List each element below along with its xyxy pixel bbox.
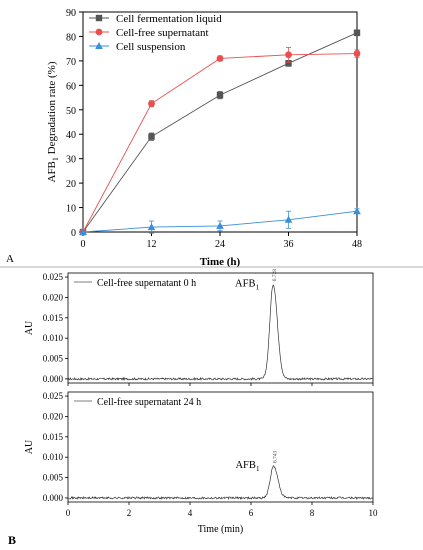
- degradation-chart: 0 10 20 30 40 50 60 70 80 90 0 12 24 36 48 Time (h) AFB1…: [46, 8, 362, 268]
- legend-label: Cell-free supernatant 0 h: [97, 278, 196, 289]
- plot-frame: [67, 391, 374, 503]
- data-point: [216, 55, 224, 62]
- panel-label-b: B: [8, 533, 16, 547]
- y-tick-label: 10: [66, 204, 76, 215]
- y-axis-label: AFB1 Degradation rate (%): [46, 61, 60, 182]
- y-tick-label: 0.020: [43, 292, 64, 302]
- data-point: [147, 223, 156, 231]
- x-axis-label: Time (min): [198, 524, 243, 535]
- x-tick-label: 8: [310, 508, 315, 518]
- y-tick-label: 0.015: [43, 432, 64, 442]
- x-tick-label: 4: [188, 508, 193, 518]
- x-tick-label: 2: [127, 508, 132, 518]
- x-tick-label: 0: [66, 508, 71, 518]
- y-tick-label: 70: [66, 57, 76, 68]
- y-axis-label: AU: [24, 320, 35, 335]
- y-tick-label: 20: [66, 179, 76, 190]
- x-tick-label: 24: [215, 239, 225, 250]
- y-tick-label: 80: [66, 32, 76, 43]
- chromatogram-trace: [68, 284, 374, 382]
- y-tick-label: 0.000: [43, 374, 64, 384]
- peak-retention-label: 6.728: [272, 269, 278, 282]
- legend-label: Cell-free supernatant 24 h: [97, 397, 201, 408]
- data-point: [216, 91, 224, 99]
- legend-label: Cell fermentation liquid: [116, 13, 222, 25]
- chromatogram-0h: 0.000 0.005 0.010 0.015 0.020 0.025 AU Cell-fre…: [24, 269, 374, 386]
- y-tick-label: 0.010: [43, 333, 64, 343]
- y-tick-label: 0.025: [43, 272, 64, 282]
- peak-compound-label: AFB1: [235, 278, 259, 291]
- x-tick-label: 36: [284, 239, 294, 250]
- y-tick-label: 50: [66, 106, 76, 117]
- y-tick-label: 0.005: [43, 354, 64, 364]
- chromatogram-24h: 0.000 0.005 0.010 0.015 0.020 0.025 0 2 4 6 8 10 Tim…: [24, 391, 378, 535]
- legend-label: Cell suspension: [116, 41, 186, 53]
- series-line: [82, 32, 358, 233]
- x-axis-label: Time (h): [200, 256, 241, 268]
- data-point: [216, 221, 224, 229]
- x-tick-label: 12: [147, 239, 157, 250]
- x-tick-label: 10: [369, 508, 379, 518]
- data-point: [148, 133, 155, 140]
- chromatogram-trace: [67, 464, 374, 500]
- data-point: [95, 42, 103, 49]
- y-tick-label: 60: [66, 81, 76, 92]
- y-tick-label: 0.025: [43, 391, 64, 401]
- y-tick-label: 0.020: [43, 411, 64, 421]
- data-point: [285, 60, 292, 67]
- y-tick-label: 0: [71, 228, 76, 239]
- y-tick-label: 90: [66, 8, 76, 19]
- data-point: [284, 215, 293, 223]
- y-axis-label: AU: [24, 439, 35, 454]
- x-tick-label: 6: [249, 508, 254, 518]
- data-point: [353, 29, 361, 36]
- x-tick-label: 0: [81, 239, 86, 250]
- legend-label: Cell-free supernatant: [116, 27, 209, 39]
- y-tick-label: 0.000: [43, 493, 64, 503]
- panel-label-a: A: [6, 253, 14, 265]
- data-point: [285, 51, 292, 59]
- y-tick-label: 40: [66, 130, 76, 141]
- data-point: [353, 207, 361, 215]
- y-tick-label: 0.015: [43, 313, 64, 323]
- peak-retention-label: 6.743: [273, 451, 279, 464]
- x-tick-label: 48: [352, 239, 362, 250]
- series-line: [82, 53, 358, 233]
- data-point: [148, 100, 155, 108]
- y-tick-label: 0.005: [43, 473, 64, 483]
- plot-frame: [67, 272, 374, 384]
- data-point: [95, 28, 103, 36]
- data-point: [79, 228, 87, 235]
- y-tick-label: 0.010: [43, 452, 64, 462]
- data-point: [353, 50, 361, 57]
- y-tick-label: 30: [66, 155, 76, 166]
- data-point: [95, 14, 103, 22]
- peak-compound-label: AFB1: [235, 460, 259, 473]
